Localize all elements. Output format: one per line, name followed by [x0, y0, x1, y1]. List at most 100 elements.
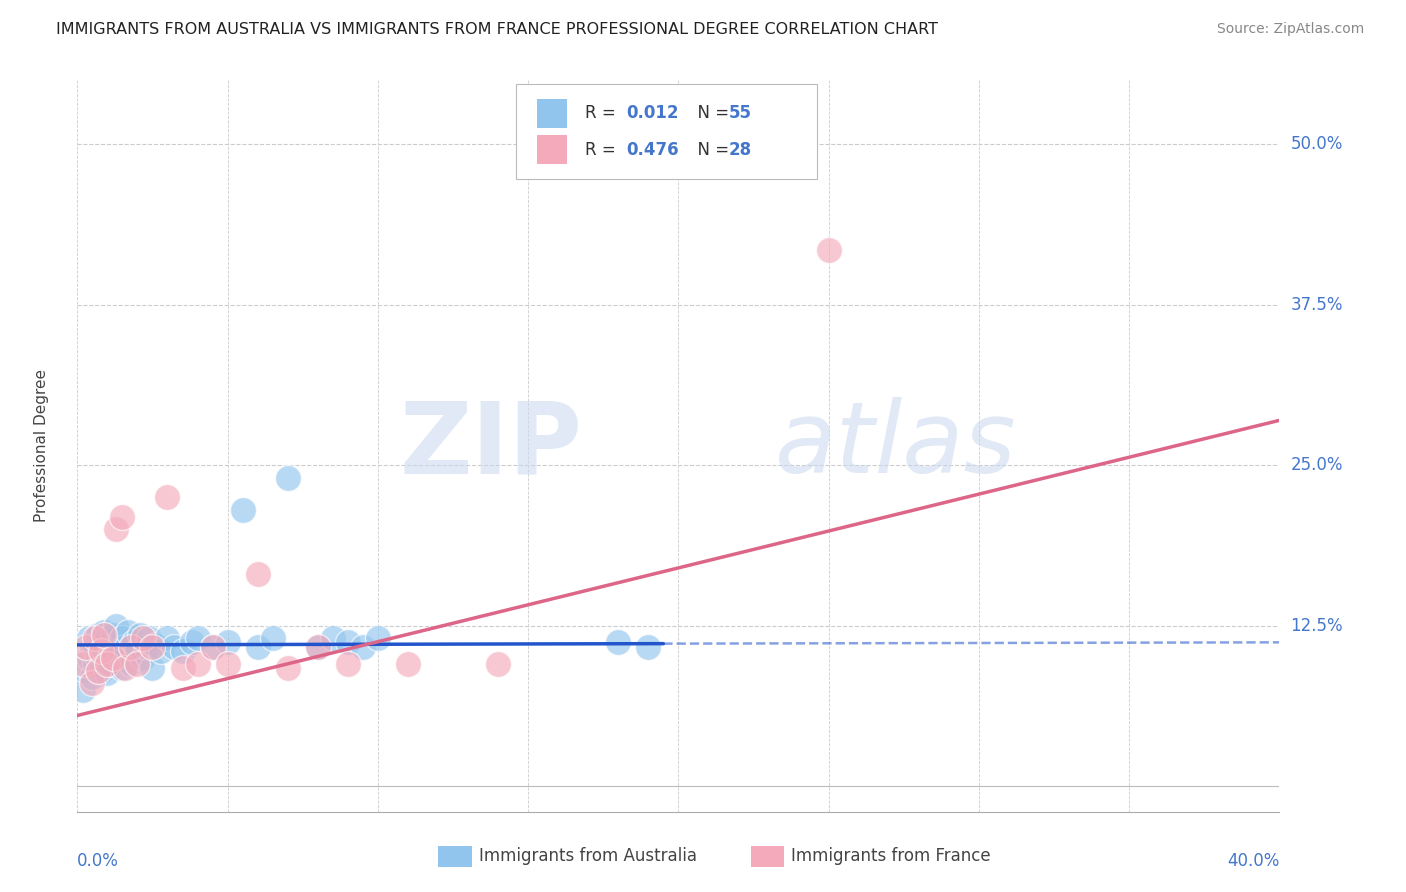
Text: Immigrants from Australia: Immigrants from Australia	[479, 847, 697, 865]
Point	[82, 676, 104, 690]
Point	[75, 664, 97, 678]
Point	[120, 657, 142, 672]
Point	[96, 632, 118, 646]
Point	[87, 650, 110, 665]
Point	[105, 523, 128, 537]
Point	[150, 644, 173, 658]
Bar	[537, 99, 567, 128]
Text: R =: R =	[585, 104, 620, 122]
Text: ZIP: ZIP	[399, 398, 582, 494]
Point	[124, 635, 146, 649]
Text: Immigrants from France: Immigrants from France	[792, 847, 991, 865]
Point	[817, 243, 839, 257]
Text: 55: 55	[728, 104, 752, 122]
Point	[145, 638, 167, 652]
Point	[79, 632, 101, 646]
Point	[607, 635, 630, 649]
Point	[156, 632, 179, 646]
Point	[79, 650, 101, 665]
Point	[141, 661, 163, 675]
Point	[111, 509, 134, 524]
Point	[246, 567, 269, 582]
Point	[72, 657, 94, 672]
Point	[108, 644, 131, 658]
Point	[105, 618, 128, 632]
Point	[246, 640, 269, 655]
Point	[75, 640, 97, 655]
Point	[217, 635, 239, 649]
Point	[87, 627, 110, 641]
Point	[127, 657, 149, 672]
Text: 25.0%: 25.0%	[1291, 456, 1343, 475]
Point	[82, 638, 104, 652]
Point	[103, 648, 125, 662]
Point	[120, 640, 142, 655]
Point	[87, 664, 110, 678]
Point	[111, 661, 134, 675]
FancyBboxPatch shape	[516, 84, 817, 179]
Point	[90, 664, 112, 678]
Point	[277, 661, 299, 675]
Point	[93, 644, 115, 658]
Bar	[439, 847, 471, 867]
Text: N =: N =	[686, 141, 734, 159]
Point	[186, 657, 209, 672]
Text: Professional Degree: Professional Degree	[34, 369, 49, 523]
Point	[135, 640, 157, 655]
Point	[84, 640, 107, 655]
Text: 50.0%: 50.0%	[1291, 136, 1343, 153]
Point	[138, 632, 160, 646]
Point	[90, 635, 112, 649]
Point	[111, 632, 134, 646]
Point	[172, 661, 194, 675]
Point	[114, 661, 136, 675]
Point	[262, 632, 284, 646]
Point	[93, 627, 115, 641]
Point	[103, 627, 125, 641]
Point	[186, 632, 209, 646]
Text: 0.476: 0.476	[627, 141, 679, 159]
Point	[132, 632, 155, 646]
Point	[180, 635, 202, 649]
Point	[105, 638, 128, 652]
Point	[103, 650, 125, 665]
Point	[132, 650, 155, 665]
Text: atlas: atlas	[775, 398, 1017, 494]
Point	[72, 682, 94, 697]
Point	[84, 657, 107, 672]
Point	[307, 640, 329, 655]
Point	[93, 625, 115, 640]
Point	[96, 657, 118, 672]
Point	[217, 657, 239, 672]
Point	[232, 503, 254, 517]
Bar	[751, 847, 785, 867]
Point	[90, 644, 112, 658]
Text: R =: R =	[585, 141, 620, 159]
Point	[637, 640, 659, 655]
Text: 37.5%: 37.5%	[1291, 296, 1343, 314]
Point	[201, 640, 224, 655]
Bar	[537, 136, 567, 164]
Text: Source: ZipAtlas.com: Source: ZipAtlas.com	[1216, 22, 1364, 37]
Text: 12.5%: 12.5%	[1291, 616, 1343, 634]
Point	[129, 627, 152, 641]
Text: 0.0%: 0.0%	[77, 852, 120, 870]
Point	[156, 491, 179, 505]
Point	[100, 657, 122, 672]
Point	[486, 657, 509, 672]
Text: 40.0%: 40.0%	[1227, 852, 1279, 870]
Text: 0.012: 0.012	[627, 104, 679, 122]
Point	[396, 657, 419, 672]
Point	[277, 471, 299, 485]
Point	[367, 632, 389, 646]
Text: N =: N =	[686, 104, 734, 122]
Point	[336, 635, 359, 649]
Point	[201, 640, 224, 655]
Point	[162, 640, 184, 655]
Point	[307, 640, 329, 655]
Point	[127, 644, 149, 658]
Text: IMMIGRANTS FROM AUSTRALIA VS IMMIGRANTS FROM FRANCE PROFESSIONAL DEGREE CORRELAT: IMMIGRANTS FROM AUSTRALIA VS IMMIGRANTS …	[56, 22, 938, 37]
Point	[96, 666, 118, 681]
Point	[117, 625, 139, 640]
Point	[82, 670, 104, 684]
